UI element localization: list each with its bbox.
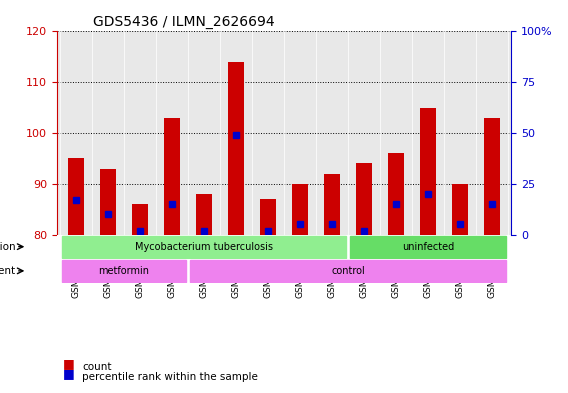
Text: ■: ■ <box>62 367 74 380</box>
Bar <box>452 184 468 235</box>
Bar <box>356 163 372 235</box>
Text: count: count <box>82 362 112 373</box>
Bar <box>292 184 308 235</box>
FancyBboxPatch shape <box>61 236 346 257</box>
Bar <box>388 153 404 235</box>
Bar <box>196 194 212 235</box>
Bar <box>324 174 340 235</box>
Text: metformin: metformin <box>98 266 149 276</box>
Bar <box>260 199 276 235</box>
Text: GDS5436 / ILMN_2626694: GDS5436 / ILMN_2626694 <box>93 15 275 29</box>
Text: infection: infection <box>0 242 16 252</box>
Bar <box>484 118 500 235</box>
Text: agent: agent <box>0 266 16 276</box>
Text: percentile rank within the sample: percentile rank within the sample <box>82 372 258 382</box>
Text: control: control <box>331 266 365 276</box>
Bar <box>100 169 116 235</box>
Bar <box>132 204 148 235</box>
FancyBboxPatch shape <box>190 260 507 282</box>
FancyBboxPatch shape <box>349 236 507 257</box>
Bar <box>164 118 180 235</box>
Bar <box>228 62 244 235</box>
Text: uninfected: uninfected <box>402 242 454 252</box>
Bar <box>420 108 436 235</box>
Text: ■: ■ <box>62 358 74 371</box>
FancyBboxPatch shape <box>61 260 186 282</box>
Text: Mycobacterium tuberculosis: Mycobacterium tuberculosis <box>135 242 273 252</box>
Bar <box>68 158 84 235</box>
